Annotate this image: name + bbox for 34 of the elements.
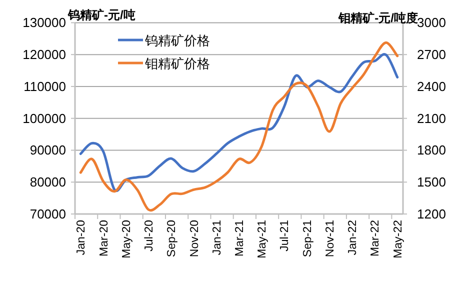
y2-tick-label: 1800 <box>417 142 446 158</box>
x-tick-label: Jan-21 <box>211 220 224 256</box>
x-tick-label: Sep-20 <box>166 220 178 258</box>
y-tick-label: 100000 <box>22 110 66 126</box>
x-tick-label: May-22 <box>392 220 404 258</box>
x-tick-label: Jul-21 <box>279 220 292 252</box>
x-tick-label: Nov-21 <box>324 220 336 258</box>
line-series <box>79 54 399 192</box>
x-tick-label: Jan-20 <box>76 220 88 256</box>
y2-tick-label: 1500 <box>417 174 446 190</box>
x-tick-label: Mar-20 <box>98 220 110 256</box>
y-tick-label: 90000 <box>30 142 66 158</box>
x-tick-label: May-20 <box>120 220 133 258</box>
y-tick-label: 110000 <box>24 78 66 94</box>
x-tick-label: May-21 <box>256 220 269 258</box>
y-tick-label: 70000 <box>30 206 66 222</box>
x-tick-label: Jul-20 <box>144 220 156 252</box>
y-axis-title: 钨精矿-元/吨 <box>67 8 136 22</box>
y-tick-label: 80000 <box>30 174 66 190</box>
y2-axis-title: 钼精矿-元/吨度 <box>338 11 418 25</box>
x-tick-label: Jan-22 <box>347 220 360 256</box>
y-tick-label: 130000 <box>22 15 66 30</box>
x-tick-label: Mar-21 <box>234 220 246 256</box>
legend-label: 钼精矿价格 <box>144 56 210 71</box>
y2-tick-label: 2700 <box>417 47 446 62</box>
x-tick-label: Sep-21 <box>302 220 314 258</box>
x-tick-label: Nov-20 <box>188 220 201 258</box>
y-tick-label: 120000 <box>22 47 66 62</box>
x-tick-label: Mar-22 <box>370 220 382 256</box>
legend-label: 钨精矿价格 <box>144 33 210 48</box>
y2-tick-label: 1200 <box>417 206 446 222</box>
y2-tick-label: 2400 <box>417 78 446 94</box>
y2-tick-label: 3000 <box>417 15 446 30</box>
y2-tick-label: 2100 <box>417 110 446 126</box>
